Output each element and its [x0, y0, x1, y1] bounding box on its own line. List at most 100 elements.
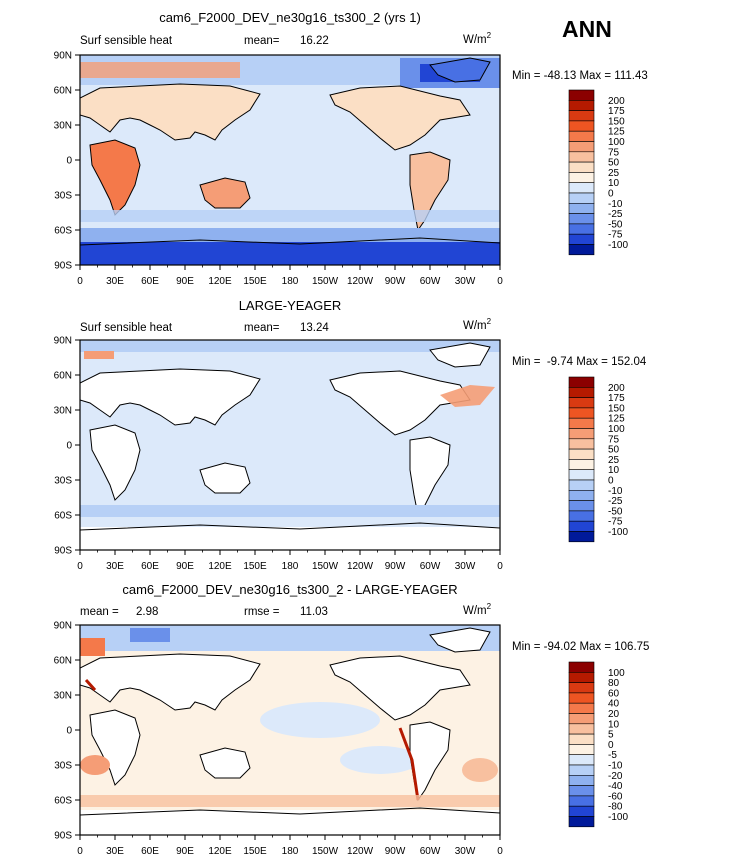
panel-2-variable-label: Surf sensible heat — [80, 322, 173, 334]
colorbar-swatch — [568, 775, 595, 786]
colorbar-label: 0 — [608, 740, 614, 751]
lon-tick-label: 150E — [243, 561, 267, 572]
colorbar-label: -75 — [608, 230, 623, 241]
longitude-axis: 0 30E 60E 90E 120E 150E 180 150W 120W 90W 60W 30W 0 — [77, 550, 503, 572]
colorbar-label: 0 — [608, 189, 614, 200]
colorbar-label: -75 — [608, 517, 623, 528]
lon-tick-label: 60E — [141, 276, 159, 287]
colorbar-swatch — [568, 161, 595, 173]
lat-tick-label: 60S — [54, 226, 72, 237]
lat-tick-label: 90N — [54, 621, 72, 632]
colorbar-label: 125 — [608, 127, 625, 138]
north-america-land — [329, 655, 471, 721]
colorbar-label: 175 — [608, 106, 625, 117]
colorbar-swatch — [568, 702, 595, 714]
colorbar-swatch — [568, 203, 595, 214]
panel-2-mean-value: 13.24 — [300, 322, 329, 334]
lat-tick-label: 30S — [54, 476, 72, 487]
colorbar-label: 25 — [608, 168, 620, 179]
lon-tick-label: 120E — [208, 561, 232, 572]
colorbar-swatch — [568, 744, 595, 756]
colorbar-swatch — [568, 89, 595, 101]
colorbar-swatch — [568, 182, 595, 194]
colorbar-label: 200 — [608, 383, 625, 394]
lat-tick-label: 60N — [54, 86, 72, 97]
latitude-axis: 90N 60N 30N 0 30S 60S 90S — [54, 336, 80, 557]
panel-1-title: cam6_F2000_DEV_ne30g16_ts300_2 (yrs 1) — [159, 10, 421, 25]
lon-tick-label: 90E — [176, 846, 194, 857]
panel-1-mean-value: 16.22 — [300, 35, 329, 47]
colorbar-swatch — [568, 723, 595, 735]
colorbar-label: 40 — [608, 699, 620, 710]
colorbar-swatch — [568, 661, 595, 673]
panel-1-map: 90N 60N 30N 0 30S 60S 90S 0 30E 60E 90E 120E 150E 18… — [54, 51, 504, 288]
panel-1-mean-label: mean= — [244, 35, 280, 47]
colorbar-swatch — [568, 100, 595, 111]
lat-tick-label: 30N — [54, 691, 72, 702]
colorbar-label: 10 — [608, 178, 620, 189]
panel-2-map: 90N 60N 30N 0 30S 60S 90S 0 30E 60E 90E 120E 150E 18… — [54, 336, 504, 573]
colorbar-swatch — [568, 110, 595, 122]
colorbar-label: 50 — [608, 445, 620, 456]
colorbar-label: 75 — [608, 147, 620, 158]
colorbar-swatch — [568, 130, 595, 142]
colorbar-label: 200 — [608, 96, 625, 107]
colorbar-label: -10 — [608, 761, 623, 772]
lat-tick-label: 30S — [54, 761, 72, 772]
lon-tick-label: 30W — [455, 846, 476, 857]
colorbar-label: -25 — [608, 496, 623, 507]
lat-tick-label: 60N — [54, 371, 72, 382]
lon-tick-label: 30E — [106, 846, 124, 857]
colorbar-swatch — [568, 733, 595, 745]
panel-3-title: cam6_F2000_DEV_ne30g16_ts300_2 - LARGE-Y… — [122, 582, 458, 597]
lon-tick-label: 30W — [455, 561, 476, 572]
colorbar-swatch — [568, 120, 595, 132]
lon-tick-label: 90E — [176, 276, 194, 287]
lon-tick-label: 120E — [208, 846, 232, 857]
colorbar-label: 75 — [608, 434, 620, 445]
colorbar-swatch — [568, 764, 595, 776]
lon-tick-label: 90W — [385, 276, 406, 287]
lon-tick-label: 120W — [347, 276, 374, 287]
lon-tick-label: 60E — [141, 846, 159, 857]
lat-tick-label: 0 — [66, 156, 72, 167]
australia-land — [199, 462, 251, 494]
panel-1-variable-label: Surf sensible heat — [80, 35, 173, 47]
colorbar-swatch — [568, 141, 595, 153]
colorbar-swatch — [568, 459, 595, 471]
lon-tick-label: 0 — [497, 846, 503, 857]
lon-tick-label: 120W — [347, 846, 374, 857]
colorbar-swatch — [568, 479, 595, 491]
colorbar-swatch — [568, 428, 595, 440]
lon-tick-label: 180 — [282, 846, 299, 857]
colorbar-swatch — [568, 754, 595, 766]
colorbar-label: 80 — [608, 678, 620, 689]
lon-tick-label: 150E — [243, 846, 267, 857]
colorbar-swatch — [568, 233, 595, 245]
lon-tick-label: 150E — [243, 276, 267, 287]
colorbar-swatch — [568, 192, 595, 204]
colorbar-label: -50 — [608, 219, 623, 230]
north-america-land — [329, 85, 471, 151]
eurasia-land — [80, 83, 261, 141]
eurasia-land — [80, 653, 261, 711]
panel-3-min-max: Min = -94.02 Max = 106.75 — [512, 641, 650, 653]
lat-tick-label: 90N — [54, 51, 72, 62]
colorbar-swatch — [568, 785, 595, 797]
lon-tick-label: 90E — [176, 561, 194, 572]
longitude-axis: 0 30E 60E 90E 120E 150E 180 150W 120W 90W 60W 30W 0 — [77, 265, 503, 287]
colorbar-swatch — [568, 438, 595, 450]
colorbar-swatch — [568, 407, 595, 419]
colorbar-label: 60 — [608, 688, 620, 699]
lon-tick-label: 180 — [282, 276, 299, 287]
lon-tick-label: 60W — [420, 276, 441, 287]
colorbar-swatch — [568, 682, 595, 694]
colorbar-label: 175 — [608, 393, 625, 404]
panel-2-title: LARGE-YEAGER — [238, 298, 342, 313]
colorbar-label: 100 — [608, 137, 625, 148]
africa-land — [89, 709, 141, 786]
colorbar-label: -50 — [608, 506, 623, 517]
lon-tick-label: 90W — [385, 846, 406, 857]
